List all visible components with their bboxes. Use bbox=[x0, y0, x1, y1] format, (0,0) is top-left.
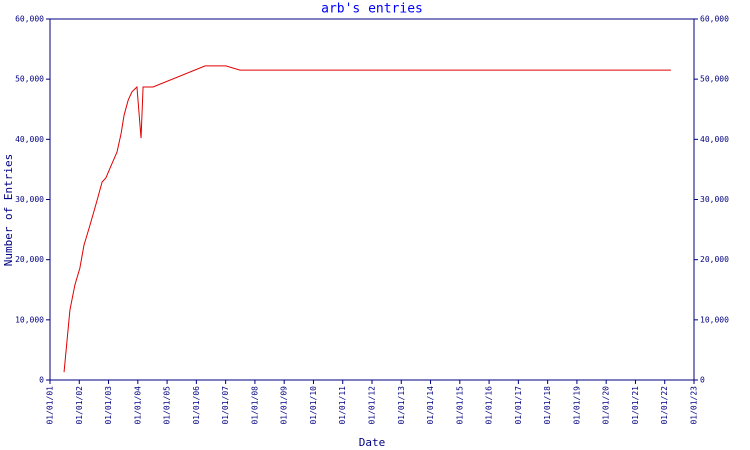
y-tick-label: 60,000 bbox=[15, 15, 44, 24]
y2-tick-label: 30,000 bbox=[700, 195, 729, 204]
x-tick-label: 01/01/03 bbox=[104, 386, 113, 425]
x-tick-label: 01/01/18 bbox=[543, 386, 552, 425]
x-tick-label: 01/01/06 bbox=[192, 386, 201, 425]
data-line bbox=[63, 65, 671, 373]
x-tick-label: 01/01/10 bbox=[309, 386, 318, 425]
x-tick-label: 01/01/15 bbox=[455, 386, 464, 425]
y2-tick-label: 40,000 bbox=[700, 135, 729, 144]
y2-tick-label: 0 bbox=[700, 376, 705, 385]
x-tick-label: 01/01/05 bbox=[163, 386, 172, 425]
y-tick-label: 30,000 bbox=[15, 195, 44, 204]
y2-tick-label: 60,000 bbox=[700, 15, 729, 24]
x-tick-label: 01/01/12 bbox=[368, 386, 377, 425]
x-tick-label: 01/01/09 bbox=[280, 386, 289, 425]
x-tick-label: 01/01/23 bbox=[690, 386, 699, 425]
x-tick-label: 01/01/08 bbox=[250, 386, 259, 425]
y-tick-label: 0 bbox=[39, 376, 44, 385]
x-tick-label: 01/01/13 bbox=[397, 386, 406, 425]
x-tick-label: 01/01/01 bbox=[46, 386, 55, 425]
y-tick-label: 20,000 bbox=[15, 255, 44, 264]
x-tick-label: 01/01/07 bbox=[221, 386, 230, 425]
x-tick-label: 01/01/20 bbox=[602, 386, 611, 425]
x-tick-label: 01/01/04 bbox=[133, 386, 142, 425]
x-tick-label: 01/01/14 bbox=[426, 386, 435, 425]
y2-tick-label: 20,000 bbox=[700, 255, 729, 264]
y-axis-label: Number of Entries bbox=[2, 154, 15, 267]
x-tick-label: 01/01/21 bbox=[631, 386, 640, 425]
y2-tick-label: 10,000 bbox=[700, 315, 729, 324]
x-tick-label: 01/01/16 bbox=[485, 386, 494, 425]
x-tick-label: 01/01/22 bbox=[660, 386, 669, 425]
y-tick-label: 50,000 bbox=[15, 75, 44, 84]
y-tick-label: 40,000 bbox=[15, 135, 44, 144]
x-tick-label: 01/01/11 bbox=[338, 386, 347, 425]
x-axis-label: Date bbox=[359, 436, 386, 449]
y2-tick-label: 50,000 bbox=[700, 75, 729, 84]
chart-title: arb's entries bbox=[321, 2, 423, 17]
x-tick-label: 01/01/19 bbox=[572, 386, 581, 425]
plot-frame bbox=[49, 18, 695, 381]
y-tick-label: 10,000 bbox=[15, 315, 44, 324]
x-tick-label: 01/01/17 bbox=[514, 386, 523, 425]
x-tick-label: 01/01/02 bbox=[75, 386, 84, 425]
